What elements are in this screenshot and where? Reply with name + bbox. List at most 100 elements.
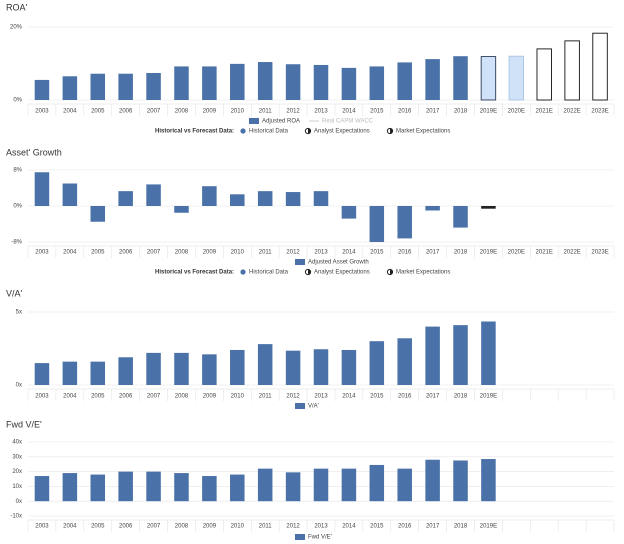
- bar: [202, 66, 217, 100]
- bar: [313, 468, 329, 502]
- x-tick-label: 2017: [426, 394, 440, 400]
- bar: [341, 67, 357, 100]
- bar: [118, 471, 133, 502]
- x-tick-label: 2017: [426, 524, 440, 530]
- y-tick-label: 0x: [16, 383, 22, 389]
- x-tick-label: 2018: [454, 109, 468, 115]
- bar: [369, 464, 385, 502]
- bar: [230, 63, 245, 100]
- x-tick-label: 2019E: [480, 524, 497, 530]
- y-tick-label: 8%: [13, 168, 22, 174]
- chart-title: ROA': [6, 2, 28, 12]
- bar: [230, 474, 245, 502]
- bar: [285, 192, 301, 206]
- bar: [313, 349, 329, 385]
- x-tick-label: 2011: [259, 394, 273, 400]
- y-tick-label: -8%: [11, 240, 22, 246]
- x-tick-label: 2016: [398, 394, 412, 400]
- x-tick-label: 2010: [231, 109, 245, 115]
- x-tick-label: 2005: [91, 394, 105, 400]
- bar: [174, 206, 189, 213]
- x-tick-label: 2014: [342, 524, 356, 530]
- x-tick-label: 2007: [147, 394, 161, 400]
- y-tick-label: 0%: [13, 98, 22, 104]
- y-tick-label: 0%: [13, 204, 22, 210]
- x-tick-label: 2003: [35, 109, 49, 115]
- bar: [369, 341, 385, 385]
- bar: [425, 59, 440, 100]
- x-tick-label: 2010: [231, 524, 245, 530]
- x-tick-label: 2018: [454, 394, 468, 400]
- bar: [341, 206, 357, 219]
- chart-title: Fwd V/E': [6, 419, 42, 429]
- x-tick-label: 2012: [286, 109, 300, 115]
- x-tick-label: 2005: [91, 524, 105, 530]
- bar: [397, 206, 412, 239]
- x-tick-label: 2005: [91, 250, 105, 256]
- bar: [481, 459, 496, 502]
- x-tick-label: 2010: [231, 250, 245, 256]
- legend-swatch: [249, 118, 259, 124]
- x-tick-label: 2014: [342, 394, 356, 400]
- bar: [453, 325, 468, 385]
- bar: [257, 344, 273, 385]
- x-tick-label: 2011: [259, 109, 273, 115]
- bar: [341, 349, 357, 385]
- x-tick-label: 2004: [63, 524, 77, 530]
- forecast-legend-title: Historical vs Forecast Data:: [155, 129, 234, 135]
- bar: [285, 64, 301, 100]
- bar: [34, 79, 50, 100]
- x-tick-label: 2012: [286, 394, 300, 400]
- x-tick-label: 2010: [231, 394, 245, 400]
- legend-swatch: [295, 403, 305, 409]
- forecast-legend-marker-half: [390, 128, 393, 134]
- x-tick-label: 2006: [119, 524, 133, 530]
- bar: [202, 186, 217, 206]
- y-tick-label: 5x: [16, 310, 22, 316]
- x-tick-label: 2023E: [591, 109, 608, 115]
- forecast-legend-label: Market Expectations: [396, 129, 450, 135]
- x-tick-label: 2020E: [508, 109, 525, 115]
- x-tick-label: 2018: [454, 250, 468, 256]
- bar: [453, 206, 468, 228]
- bar: [118, 191, 133, 206]
- x-tick-label: 2017: [426, 109, 440, 115]
- bar: [34, 172, 50, 206]
- legend-label: Adjusted Asset Growth: [308, 260, 369, 266]
- x-tick-label: 2016: [398, 524, 412, 530]
- bar: [174, 473, 189, 502]
- bar: [118, 357, 133, 385]
- forecast-legend-label: Analyst Expectations: [314, 129, 370, 135]
- bar: [90, 206, 106, 222]
- x-tick-label: 2015: [370, 394, 384, 400]
- x-tick-label: 2009: [203, 524, 217, 530]
- forecast-legend-label: Historical Data: [249, 129, 289, 135]
- bar: [202, 476, 217, 502]
- bar: [313, 64, 329, 100]
- forecast-legend-marker-half: [390, 269, 393, 275]
- x-tick-label: 2013: [314, 394, 328, 400]
- bar: [146, 184, 161, 206]
- x-tick-label: 2009: [203, 250, 217, 256]
- x-tick-label: 2018: [454, 524, 468, 530]
- bar: [202, 354, 217, 385]
- x-tick-label: 2009: [203, 394, 217, 400]
- bar: [313, 191, 329, 206]
- x-tick-label: 2007: [147, 524, 161, 530]
- x-tick-label: 2013: [314, 109, 328, 115]
- legend-label: Adjusted ROA: [262, 119, 300, 125]
- forecast-legend-label: Historical Data: [249, 270, 289, 276]
- bar: [118, 73, 133, 100]
- y-tick-label: 0x: [16, 499, 22, 505]
- bar: [62, 183, 78, 206]
- x-tick-label: 2004: [63, 109, 77, 115]
- bar: [397, 468, 412, 502]
- bar: [62, 361, 78, 385]
- x-tick-label: 2016: [398, 250, 412, 256]
- x-tick-label: 2007: [147, 109, 161, 115]
- forecast-legend-marker: [240, 128, 246, 134]
- x-tick-label: 2012: [286, 250, 300, 256]
- x-tick-label: 2015: [370, 250, 384, 256]
- bar: [257, 468, 273, 502]
- bar: [62, 473, 78, 502]
